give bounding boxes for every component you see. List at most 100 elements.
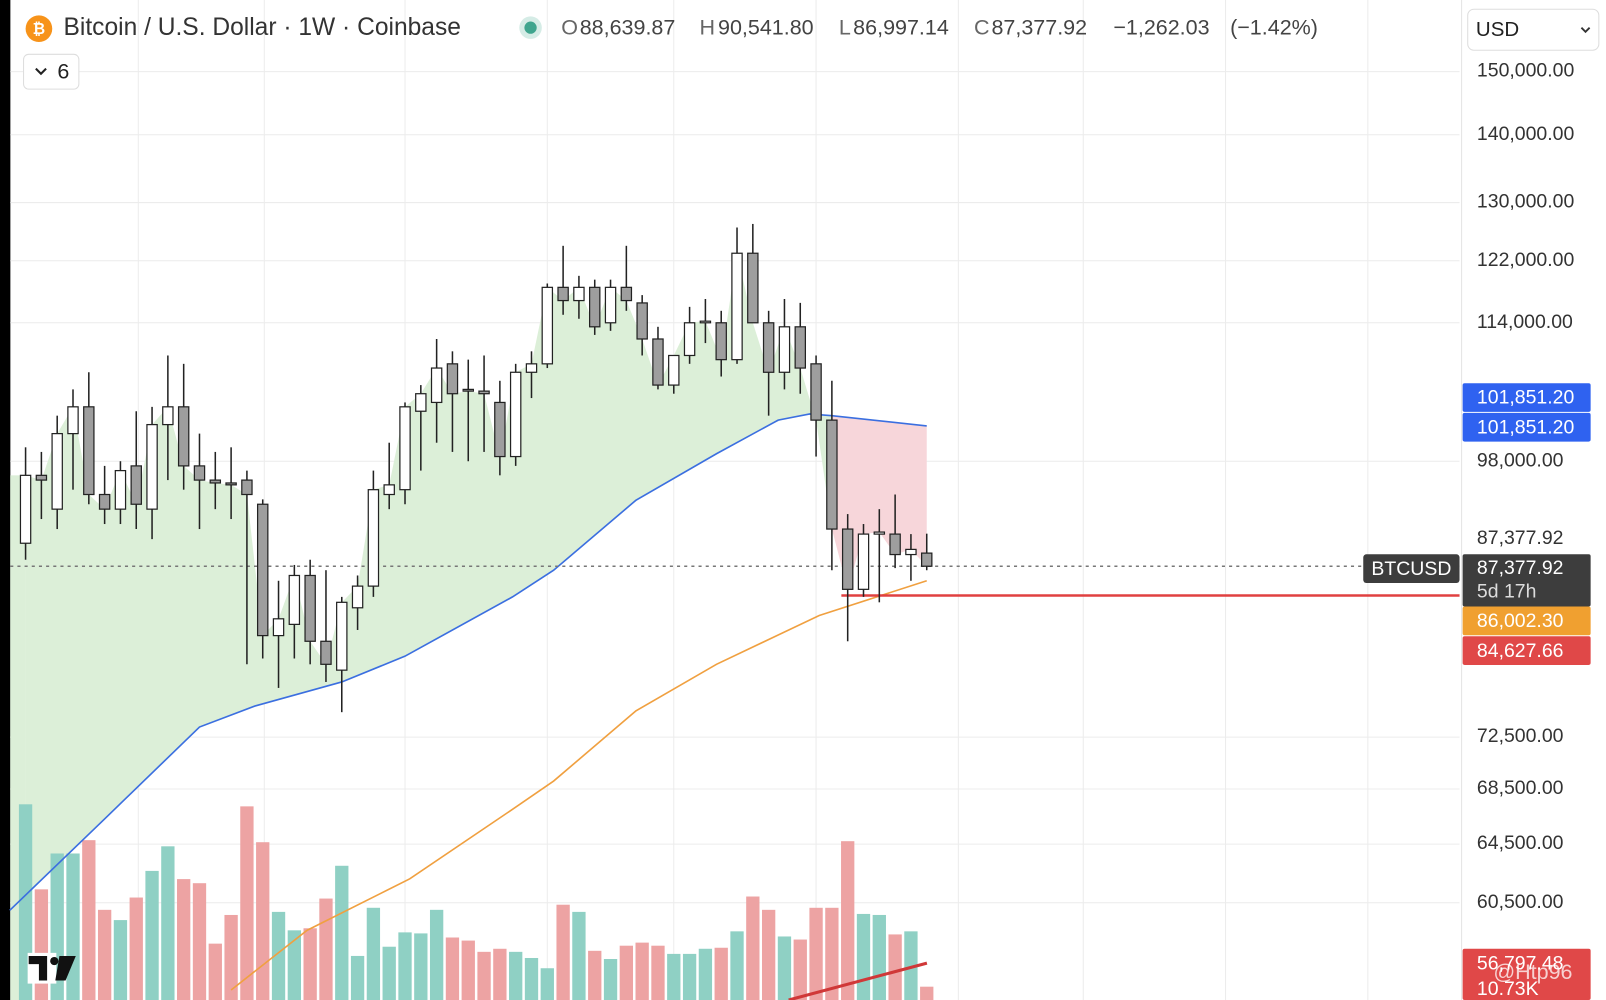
- volume-bar: [97, 909, 112, 1000]
- candle-body: [557, 286, 569, 302]
- change: −1,262.03: [1113, 15, 1209, 39]
- candle-body: [320, 640, 332, 665]
- candle-body: [541, 286, 554, 365]
- volume-bar: [714, 947, 728, 1000]
- volume-bar: [904, 931, 918, 1000]
- volume-bar: [224, 914, 238, 1000]
- y-tick-label: 68,500.00: [1477, 777, 1564, 799]
- candle-body: [905, 548, 917, 556]
- candle-body: [509, 371, 522, 458]
- moving-average: [230, 579, 927, 991]
- overlay: 101,851.20 101,851.20 86,002.30 84,627.66 87…: [1363, 383, 1591, 1000]
- candle-body: [826, 419, 838, 530]
- volume-bar: [429, 909, 444, 1000]
- candle-body: [19, 474, 32, 544]
- y-tick-label: 98,000.00: [1477, 449, 1564, 471]
- volume-bar: [145, 870, 159, 1000]
- candle-body: [921, 552, 933, 567]
- indicator-toggle[interactable]: [23, 53, 80, 90]
- candle-body: [652, 338, 664, 386]
- grid: 150,000.00 140,000.00 130,000.00 122,000.00…: [10, 0, 1574, 1000]
- candle-body: [399, 406, 411, 491]
- volume-bar: [271, 911, 286, 1000]
- volume-bar: [493, 948, 507, 1000]
- candle-body: [304, 574, 316, 642]
- y-tick-label: 150,000.00: [1477, 60, 1575, 82]
- candle-body: [857, 533, 870, 590]
- quote-key: L: [839, 15, 851, 39]
- price-tick: 87,377.92: [1477, 527, 1564, 549]
- volume-bar: [667, 953, 681, 1000]
- candle-body: [225, 482, 237, 486]
- volume-bar: [192, 883, 207, 1000]
- currency-select[interactable]: [1467, 8, 1600, 51]
- candle-body: [762, 322, 775, 373]
- volume-bar: [635, 942, 649, 1000]
- volume-bar: [698, 948, 713, 1000]
- volume-ma: [788, 961, 928, 1000]
- ma-fill: [831, 415, 927, 590]
- volume-bar: [335, 865, 349, 1000]
- change-pct: (−1.42%): [1230, 15, 1318, 39]
- volume-bar: [920, 986, 934, 1000]
- volume: [18, 804, 934, 1000]
- currency[interactable]: USD: [1476, 18, 1519, 41]
- candle-body: [889, 533, 901, 556]
- candle-body: [620, 286, 633, 302]
- candle-body: [636, 302, 648, 340]
- status-dot: [524, 21, 537, 34]
- volume-bar: [524, 957, 539, 1000]
- candle-body: [272, 618, 285, 637]
- quote-value: 86,997.14: [853, 15, 949, 39]
- volume-bar: [841, 841, 855, 1000]
- volume-bar: [619, 945, 634, 1000]
- candles: [19, 223, 933, 713]
- volume-bar: [461, 940, 475, 1000]
- quote: O 88,639.87 H 90,541.80 L 86,997.14 C 87,377.92: [561, 15, 1087, 39]
- volume-bar: [303, 928, 317, 1000]
- quote-key: H: [700, 15, 716, 39]
- candle-body: [588, 286, 601, 328]
- y-tick-label: 140,000.00: [1477, 123, 1575, 145]
- coin-icon: [25, 15, 53, 43]
- volume-label: 56,797.48: [1477, 952, 1564, 974]
- candle-body: [177, 406, 190, 467]
- candle-body: [446, 363, 459, 395]
- symbol-title: Bitcoin / U.S. Dollar · 1W · Coinbase: [64, 14, 461, 41]
- quote-key: O: [561, 15, 578, 39]
- candle-body: [256, 503, 269, 637]
- volume-bar: [445, 937, 460, 1000]
- candle-body: [383, 484, 395, 496]
- indicator-count[interactable]: 6: [57, 59, 69, 83]
- candle-body: [35, 474, 48, 481]
- volume-bar: [793, 939, 807, 1000]
- candle-body: [683, 322, 696, 357]
- lines: [9, 413, 1460, 991]
- volume-bar: [161, 846, 175, 1000]
- candle-body: [162, 406, 174, 426]
- candle-body: [462, 388, 474, 392]
- price-label-box: [1462, 383, 1591, 412]
- candle-body: [478, 390, 490, 395]
- candle-body: [494, 401, 506, 458]
- candle-body: [98, 493, 111, 510]
- candle-body: [699, 320, 712, 324]
- candle-body: [430, 367, 443, 404]
- candle-body: [209, 479, 222, 484]
- background: [10, 0, 1606, 1000]
- volume-bar: [208, 943, 222, 1000]
- quote-value: 90,541.80: [718, 15, 814, 39]
- candle-body: [715, 322, 727, 361]
- price-label: 86,002.30: [1477, 610, 1564, 632]
- candle-body: [604, 286, 617, 324]
- volume-sub: 10.73K: [1477, 978, 1539, 1000]
- candle-body: [130, 465, 142, 505]
- volume-bar: [509, 951, 523, 1000]
- volume-bar: [682, 953, 697, 1000]
- y-tick-label: 72,500.00: [1477, 725, 1564, 747]
- price-label-box: [1462, 636, 1591, 665]
- volume-bar: [556, 904, 570, 1000]
- candle-body: [67, 406, 79, 435]
- moving-average: [9, 413, 927, 911]
